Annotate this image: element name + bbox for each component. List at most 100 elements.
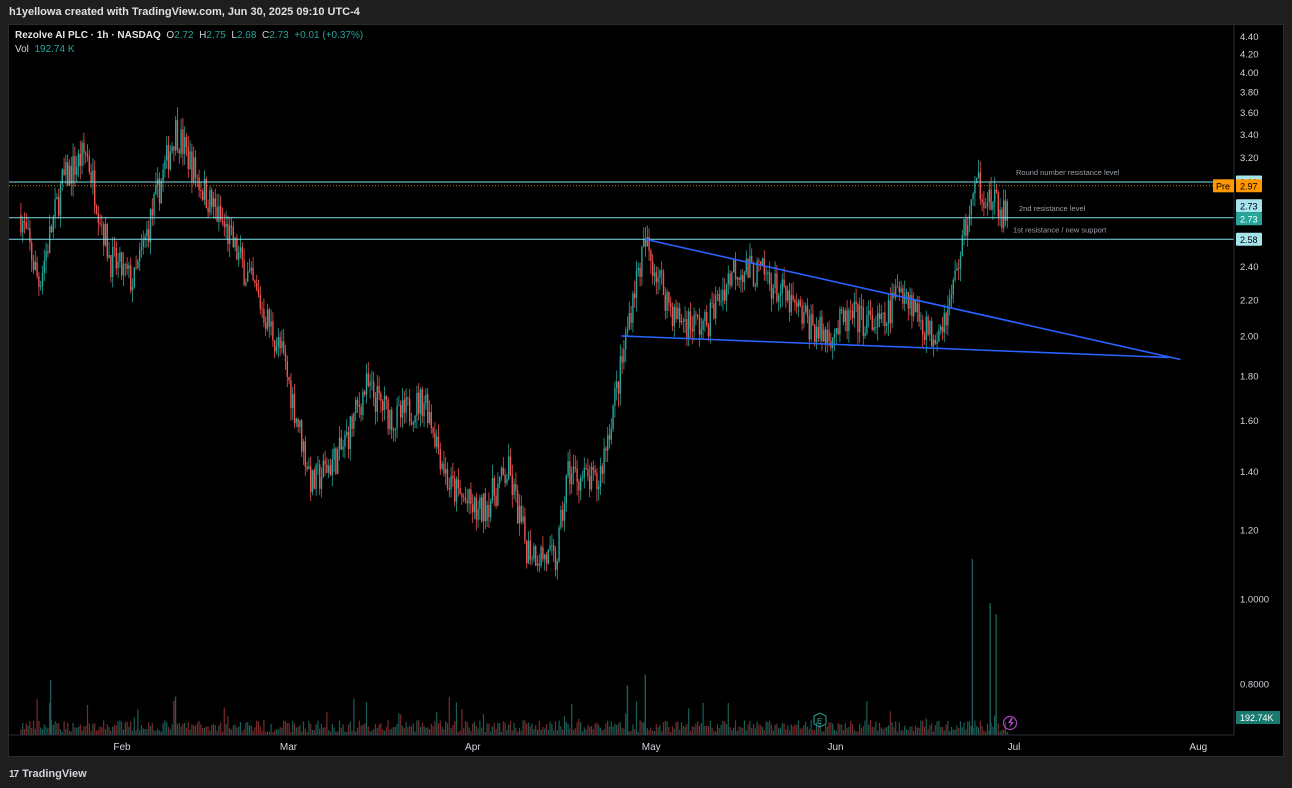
- candle-body: [637, 268, 639, 271]
- volume-bar: [887, 725, 890, 735]
- candle-body: [889, 300, 891, 324]
- volume-bar: [713, 730, 715, 735]
- candle-body: [747, 259, 749, 278]
- candle-body: [324, 460, 326, 465]
- candle-body: [421, 389, 423, 417]
- candle-body: [572, 467, 575, 474]
- volume-bar: [999, 731, 1001, 735]
- candle-body: [716, 294, 719, 296]
- candle-body: [615, 381, 618, 389]
- volume-bar: [524, 720, 526, 735]
- candle-body: [534, 546, 537, 566]
- volume-bar: [621, 727, 623, 735]
- volume-bar: [869, 720, 872, 735]
- volume-bar: [373, 728, 375, 735]
- candle-body: [374, 397, 377, 412]
- candle-body: [295, 418, 297, 424]
- candle-body: [786, 290, 789, 301]
- volume-bar: [682, 725, 684, 735]
- candle-body: [38, 276, 40, 287]
- candle-body: [741, 275, 744, 283]
- last-badge-a-bg: [1236, 199, 1262, 213]
- candle-body: [230, 225, 233, 227]
- volume-bar: [639, 720, 641, 735]
- volume-bar: [580, 722, 582, 735]
- volume-bar: [203, 727, 206, 735]
- volume-bar: [601, 730, 603, 735]
- candle-body: [428, 411, 431, 424]
- candle-body: [27, 228, 29, 230]
- volume-bar: [459, 730, 461, 735]
- volume-bar: [225, 723, 227, 735]
- candle-body: [79, 153, 81, 166]
- candle-body: [455, 479, 458, 502]
- candle-body: [475, 497, 477, 520]
- candle-body: [902, 288, 904, 304]
- candle-body: [380, 393, 382, 401]
- candle-body: [473, 497, 476, 513]
- low-value: 2.68: [236, 30, 257, 41]
- volume-bar: [45, 727, 47, 735]
- candle-body: [954, 270, 956, 280]
- candle-body: [903, 293, 906, 304]
- candle-body: [383, 395, 386, 411]
- candle-body: [241, 247, 243, 260]
- candle-body: [111, 247, 114, 278]
- volume-bar: [367, 726, 369, 735]
- volume-bar: [317, 720, 319, 735]
- volume-bar: [475, 725, 477, 735]
- candle-body: [66, 161, 69, 186]
- volume-bar: [707, 725, 710, 735]
- candle-body: [547, 549, 549, 564]
- volume-bar: [670, 731, 672, 735]
- candle-body: [77, 153, 80, 168]
- volume-bar: [956, 725, 958, 735]
- candle-body: [88, 156, 90, 172]
- volume-bar: [594, 723, 596, 735]
- volume-bar: [326, 711, 328, 735]
- volume-bar: [288, 722, 290, 735]
- volume-bar: [500, 731, 503, 735]
- candle-body: [621, 356, 623, 363]
- candle-body: [887, 300, 890, 324]
- volume-bar: [275, 729, 278, 735]
- candle-body: [745, 259, 747, 272]
- candle-body: [272, 321, 274, 341]
- volume-bar: [661, 731, 663, 735]
- volume-bar: [898, 722, 900, 735]
- volume-bar: [439, 720, 441, 735]
- trendline: [621, 335, 1169, 359]
- volume-bar: [202, 727, 204, 735]
- volume-bar: [900, 729, 902, 735]
- candle-body: [918, 303, 920, 322]
- volume-bar: [585, 729, 587, 735]
- candle-body: [938, 330, 940, 342]
- candle-body: [783, 279, 785, 287]
- candle-body: [192, 157, 195, 183]
- chart-frame[interactable]: [8, 24, 1284, 757]
- volume-bar: [74, 727, 76, 735]
- volume-bar: [380, 723, 382, 735]
- candle-body: [106, 223, 108, 258]
- candle-body: [21, 220, 24, 233]
- candle-body: [914, 299, 917, 312]
- symbol-title[interactable]: Rezolve AI PLC · 1h · NASDAQ: [15, 30, 161, 41]
- volume-bar: [860, 728, 863, 735]
- volume-bar: [265, 731, 267, 735]
- candle-body: [356, 399, 359, 405]
- candle-body: [695, 314, 697, 316]
- candle-body: [812, 314, 814, 325]
- volume-bar: [833, 729, 836, 735]
- candle-body: [488, 505, 490, 518]
- candle-body: [23, 220, 26, 223]
- candle-body: [255, 283, 258, 290]
- volume-bar: [902, 730, 904, 735]
- volume-bar: [905, 729, 908, 735]
- candle-body: [358, 404, 360, 407]
- tradingview-logo[interactable]: 17 TradingView: [9, 768, 87, 780]
- volume-bar: [266, 731, 269, 735]
- volume-bar: [673, 728, 675, 735]
- volume-label: Vol: [15, 44, 29, 55]
- volume-bar: [268, 731, 270, 735]
